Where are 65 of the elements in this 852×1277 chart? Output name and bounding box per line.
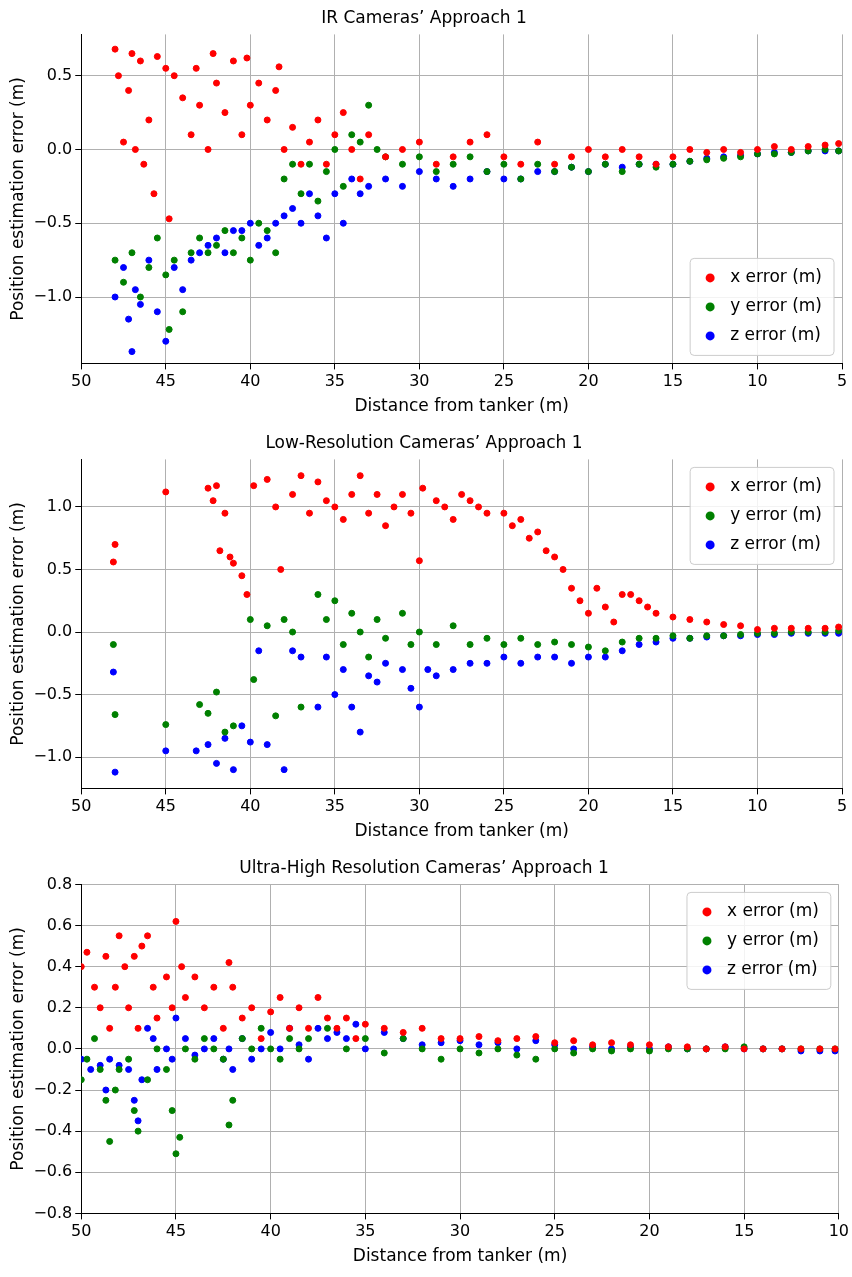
x-axis-title: Distance from tanker (m) (354, 820, 569, 841)
x-tick-label: 25 (544, 1221, 565, 1241)
y-tick-label: 0.0 (46, 1038, 73, 1058)
chart-title: Low-Resolution Cameras’ Approach 1 (265, 431, 583, 452)
x-tick-label: 5 (836, 371, 848, 391)
x-tick-label: 45 (165, 1221, 187, 1241)
x-tick-label: 30 (409, 796, 430, 816)
y-tick-label: −0.8 (33, 1202, 73, 1222)
x-tick-label: 35 (324, 796, 346, 816)
x-tick-label: 40 (260, 1221, 281, 1241)
y-tick-label: −0.6 (33, 1161, 73, 1181)
y-tick-label: 0.2 (46, 996, 73, 1016)
x-tick-label: 15 (662, 371, 684, 391)
y-axis-title: Position estimation error (m) (6, 502, 27, 746)
legend-label: z error (m) (730, 324, 821, 345)
x-tick-label: 20 (639, 1221, 660, 1241)
legend-label: y error (m) (730, 504, 823, 525)
y-tick-label: −0.2 (33, 1079, 73, 1099)
chart-title: IR Cameras’ Approach 1 (321, 6, 527, 27)
x-tick-label: 10 (747, 796, 768, 816)
chart-title: Ultra-High Resolution Cameras’ Approach 1 (239, 856, 609, 877)
y-tick-label: 1.0 (46, 496, 73, 516)
y-axis-title: Position estimation error (m) (6, 927, 27, 1171)
legend-label: y error (m) (730, 295, 823, 316)
y-tick-label: −1.0 (33, 746, 73, 766)
legend-label: z error (m) (726, 958, 818, 979)
x-tick-label: 40 (240, 796, 261, 816)
x-axis-title: Distance from tanker (m) (352, 1245, 568, 1266)
x-tick-label: 30 (449, 1221, 471, 1241)
x-tick-label: 50 (71, 371, 92, 391)
x-tick-label: 45 (155, 796, 176, 816)
x-tick-label: 20 (578, 796, 599, 816)
y-tick-label: 0.0 (46, 621, 73, 641)
x-tick-label: 25 (493, 796, 515, 816)
legend-label: x error (m) (730, 475, 823, 496)
x-tick-label: 5 (836, 796, 848, 816)
y-tick-label: 0.5 (46, 558, 73, 578)
x-tick-label: 35 (355, 1221, 376, 1241)
x-axis-title: Distance from tanker (m) (354, 395, 569, 416)
y-tick-label: −0.5 (33, 212, 73, 232)
x-tick-label: 40 (240, 371, 261, 391)
legend-label: x error (m) (726, 900, 819, 921)
x-tick-label: 50 (71, 796, 92, 816)
y-tick-label: 0.6 (46, 914, 73, 934)
y-axis-title: Position estimation error (m) (6, 77, 27, 321)
x-tick-label: 15 (733, 1221, 755, 1241)
x-tick-label: 35 (324, 371, 346, 391)
x-tick-label: 25 (493, 371, 515, 391)
x-tick-label: 45 (155, 371, 176, 391)
y-tick-label: 0.5 (46, 64, 73, 84)
y-tick-label: −0.4 (33, 1120, 73, 1140)
x-tick-label: 50 (71, 1221, 92, 1241)
legend-label: y error (m) (726, 929, 819, 950)
x-tick-label: 10 (747, 371, 768, 391)
y-tick-label: 0.4 (46, 955, 73, 975)
x-tick-label: 30 (409, 371, 430, 391)
y-tick-label: 0.8 (46, 873, 73, 893)
y-tick-label: −1.0 (33, 286, 73, 306)
legend-label: z error (m) (730, 533, 821, 554)
x-tick-label: 10 (828, 1221, 849, 1241)
y-tick-label: −0.5 (33, 683, 73, 703)
x-tick-label: 20 (578, 371, 599, 391)
y-tick-label: 0.0 (46, 138, 73, 158)
x-tick-label: 15 (662, 796, 684, 816)
legend-label: x error (m) (730, 266, 823, 287)
